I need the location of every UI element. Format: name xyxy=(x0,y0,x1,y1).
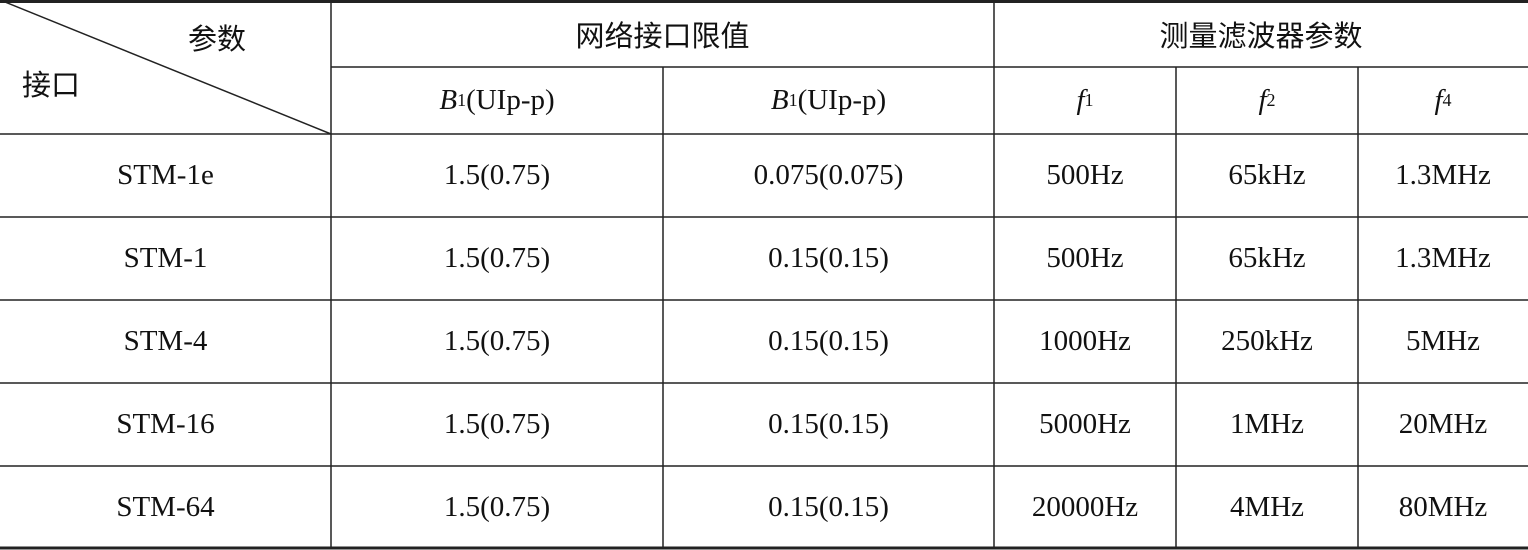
subscript: 1 xyxy=(457,90,467,110)
symbol: f xyxy=(1076,84,1085,116)
table-cell: 5MHz xyxy=(1405,325,1481,357)
table-cell: 1.5(0.75) xyxy=(443,491,551,523)
table-cell: 0.15(0.15) xyxy=(768,408,889,440)
table-cell: 1MHz xyxy=(1229,408,1305,440)
table-cell: 1000Hz xyxy=(1039,325,1131,357)
subscript: 4 xyxy=(1442,90,1452,110)
corner-column-label: 参数 xyxy=(188,24,247,56)
row-header: STM-1e xyxy=(117,159,214,191)
table-cell: 20000Hz xyxy=(1031,491,1139,523)
table-cell: 5000Hz xyxy=(1039,408,1131,440)
table-cell: 250kHz xyxy=(1221,325,1313,357)
table-cell: 65kHz xyxy=(1228,242,1306,274)
symbol: B xyxy=(439,84,458,116)
table-cell: 500Hz xyxy=(1046,242,1124,274)
table-cell: 20MHz xyxy=(1398,408,1488,440)
table-cell: 1.3MHz xyxy=(1395,159,1491,191)
corner-row-label: 接口 xyxy=(22,70,81,102)
table-cell: 1.5(0.75) xyxy=(443,325,551,357)
table-cell: 0.15(0.15) xyxy=(768,491,889,523)
suffix: (UIp-p) xyxy=(466,84,555,116)
symbol: f xyxy=(1434,84,1443,116)
subscript: 1 xyxy=(788,90,798,110)
group-header: 测量滤波器参数 xyxy=(1159,20,1363,53)
row-header: STM-4 xyxy=(123,325,208,357)
table-cell: 0.15(0.15) xyxy=(768,325,889,357)
subscript: 2 xyxy=(1266,90,1276,110)
symbol: f xyxy=(1258,84,1267,116)
row-header: STM-1 xyxy=(123,242,208,274)
table-cell: 80MHz xyxy=(1398,491,1488,523)
sub-header: B 1 (UIp-p) xyxy=(663,67,994,134)
table-cell: 0.075(0.075) xyxy=(753,159,904,191)
table-cell: 1.5(0.75) xyxy=(443,159,551,191)
table-cell: 4MHz xyxy=(1229,491,1305,523)
row-header: STM-64 xyxy=(116,491,215,523)
suffix: (UIp-p) xyxy=(797,84,887,116)
subscript: 1 xyxy=(1084,90,1094,110)
table-cell: 0.15(0.15) xyxy=(768,242,889,274)
sub-header: B 1 (UIp-p) xyxy=(331,67,663,134)
symbol: B xyxy=(770,84,789,116)
table-cell: 1.3MHz xyxy=(1395,242,1491,274)
table-cell: 1.5(0.75) xyxy=(443,242,551,274)
table-cell: 500Hz xyxy=(1046,159,1124,191)
table-cell: 65kHz xyxy=(1228,159,1306,191)
group-header: 网络接口限值 xyxy=(575,20,750,53)
table-cell: 1.5(0.75) xyxy=(443,408,551,440)
row-header: STM-16 xyxy=(116,408,215,440)
